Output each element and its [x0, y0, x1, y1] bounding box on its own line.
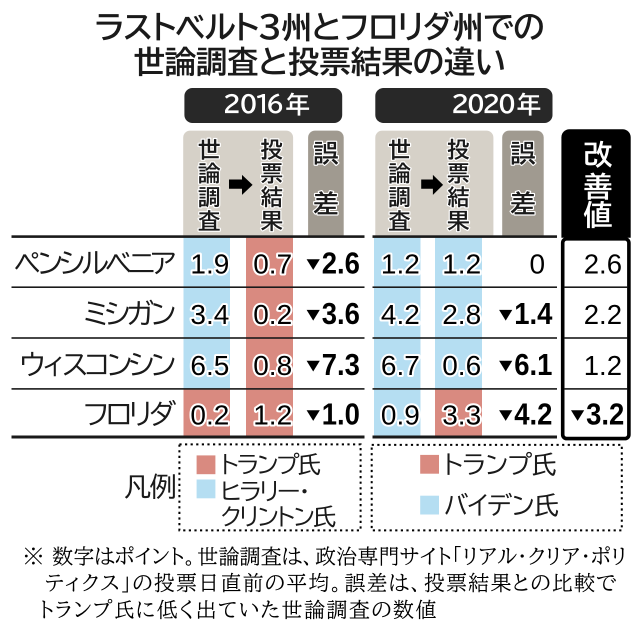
svg-text:2.8: 2.8 — [442, 299, 481, 330]
svg-text:3.6: 3.6 — [322, 298, 360, 332]
svg-text:4.2: 4.2 — [514, 398, 552, 432]
svg-text:3.3: 3.3 — [442, 400, 481, 431]
svg-text:2.6: 2.6 — [584, 249, 622, 280]
svg-text:0.7: 0.7 — [253, 249, 292, 280]
svg-text:3.2: 3.2 — [586, 398, 624, 432]
svg-text:6.7: 6.7 — [381, 350, 420, 381]
svg-text:1.2: 1.2 — [442, 249, 481, 280]
svg-text:0.6: 0.6 — [442, 350, 481, 381]
svg-text:2.6: 2.6 — [322, 247, 360, 281]
svg-text:0.2: 0.2 — [253, 299, 292, 330]
svg-text:1.0: 1.0 — [322, 398, 360, 432]
svg-text:2.2: 2.2 — [584, 299, 622, 330]
svg-text:1.9: 1.9 — [190, 249, 229, 280]
svg-text:1.2: 1.2 — [381, 249, 420, 280]
svg-text:6.1: 6.1 — [514, 349, 552, 383]
svg-text:7.3: 7.3 — [322, 349, 360, 383]
svg-text:1.2: 1.2 — [253, 400, 292, 431]
svg-text:0: 0 — [530, 249, 546, 280]
svg-text:1.2: 1.2 — [584, 350, 622, 381]
svg-text:0.9: 0.9 — [381, 400, 420, 431]
svg-text:3.4: 3.4 — [190, 299, 229, 330]
svg-text:6.5: 6.5 — [190, 350, 229, 381]
svg-text:0.8: 0.8 — [253, 350, 292, 381]
svg-text:0.2: 0.2 — [190, 400, 229, 431]
svg-text:4.2: 4.2 — [381, 299, 420, 330]
svg-text:1.4: 1.4 — [514, 298, 552, 332]
